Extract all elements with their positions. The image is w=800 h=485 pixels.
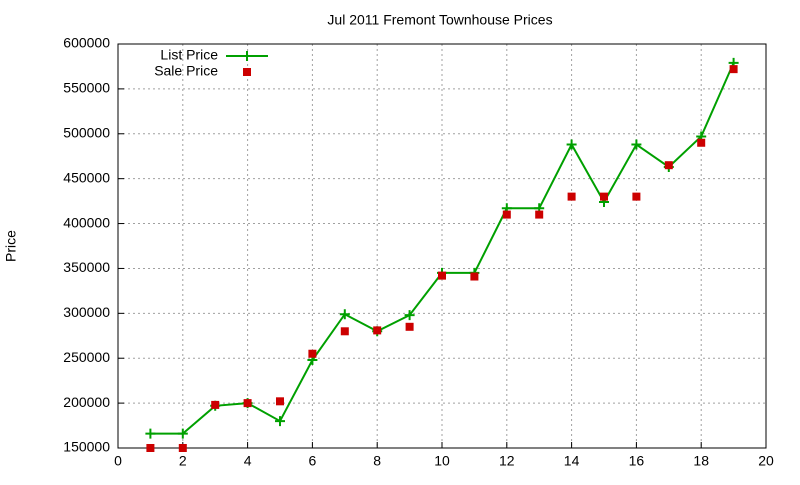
y-axis-label: Price [3,230,19,262]
square-marker [600,192,608,201]
legend-label: Sale Price [154,63,218,79]
x-tick-label: 4 [244,453,252,469]
x-tick-label: 14 [564,453,580,469]
x-tick-label: 20 [758,453,774,469]
square-marker [243,68,251,76]
square-marker [438,271,446,280]
square-marker [729,65,738,74]
x-tick-label: 16 [629,453,645,469]
legend-label: List Price [160,47,218,63]
square-marker [664,161,673,170]
square-marker [211,400,220,409]
plus-marker [404,310,415,321]
plus-marker [566,139,577,150]
square-marker [567,192,576,201]
y-tick-label: 150000 [63,439,110,455]
square-marker [373,326,382,335]
square-marker [502,210,511,219]
square-marker [178,444,187,452]
y-tick-label: 200000 [63,394,110,410]
plot-frame [117,43,767,449]
plus-marker [339,309,350,320]
plus-marker [275,416,285,427]
y-tick-label: 500000 [63,124,110,140]
y-tick-label: 600000 [63,35,110,51]
x-tick-label: 8 [373,453,381,469]
square-marker [697,138,706,147]
x-tick-label: 18 [693,453,709,469]
square-marker [340,327,349,336]
chart-title: Jul 2011 Fremont Townhouse Prices [327,12,552,28]
y-tick-label: 550000 [63,80,110,96]
x-tick-label: 12 [499,453,515,469]
x-tick-label: 2 [179,453,187,469]
y-tick-label: 250000 [63,349,110,365]
square-marker [308,349,317,358]
plus-marker [242,51,252,61]
y-tick-label: 350000 [63,259,110,275]
square-marker [405,322,414,331]
square-marker [470,272,479,281]
square-marker [146,444,155,452]
square-marker [276,397,284,406]
square-marker [243,399,252,408]
square-marker [632,192,641,201]
series-line [150,62,735,435]
x-tick-label: 0 [114,453,122,469]
y-tick-label: 300000 [63,304,110,320]
x-tick-label: 6 [309,453,317,469]
plus-marker [631,139,642,150]
plus-marker [145,428,156,439]
y-tick-label: 450000 [63,169,110,185]
plus-marker [177,428,188,439]
square-marker [535,210,544,219]
x-tick-label: 10 [434,453,450,469]
y-tick-label: 400000 [63,214,110,230]
